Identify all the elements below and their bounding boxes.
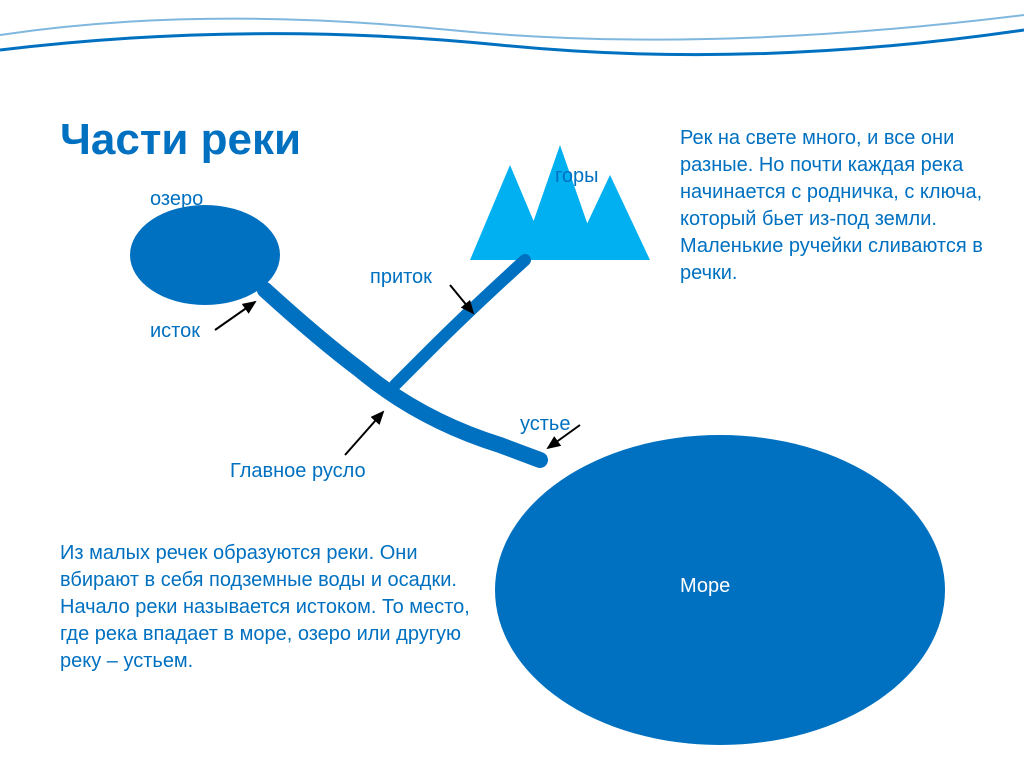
lake-label: озеро — [150, 188, 203, 211]
mountains-label: горы — [555, 165, 598, 188]
sea-label: Море — [680, 575, 730, 598]
intro-paragraph: Рек на свете много, и все они разные. Но… — [680, 125, 990, 287]
channel-arrow — [345, 412, 383, 455]
conclusion-paragraph: Из малых речек образуются реки. Они вбир… — [60, 540, 480, 675]
source-label: исток — [150, 320, 200, 343]
wave-decoration — [0, 15, 1024, 55]
page-title: Части реки — [60, 115, 301, 165]
main-channel-label: Главное русло — [230, 460, 366, 483]
source-arrow — [215, 302, 255, 330]
wave-line-2 — [0, 30, 1024, 55]
tributary-label: приток — [370, 266, 432, 289]
mountains-group — [470, 145, 650, 260]
tributary-arrow — [450, 285, 473, 313]
mouth-label: устье — [520, 413, 570, 436]
